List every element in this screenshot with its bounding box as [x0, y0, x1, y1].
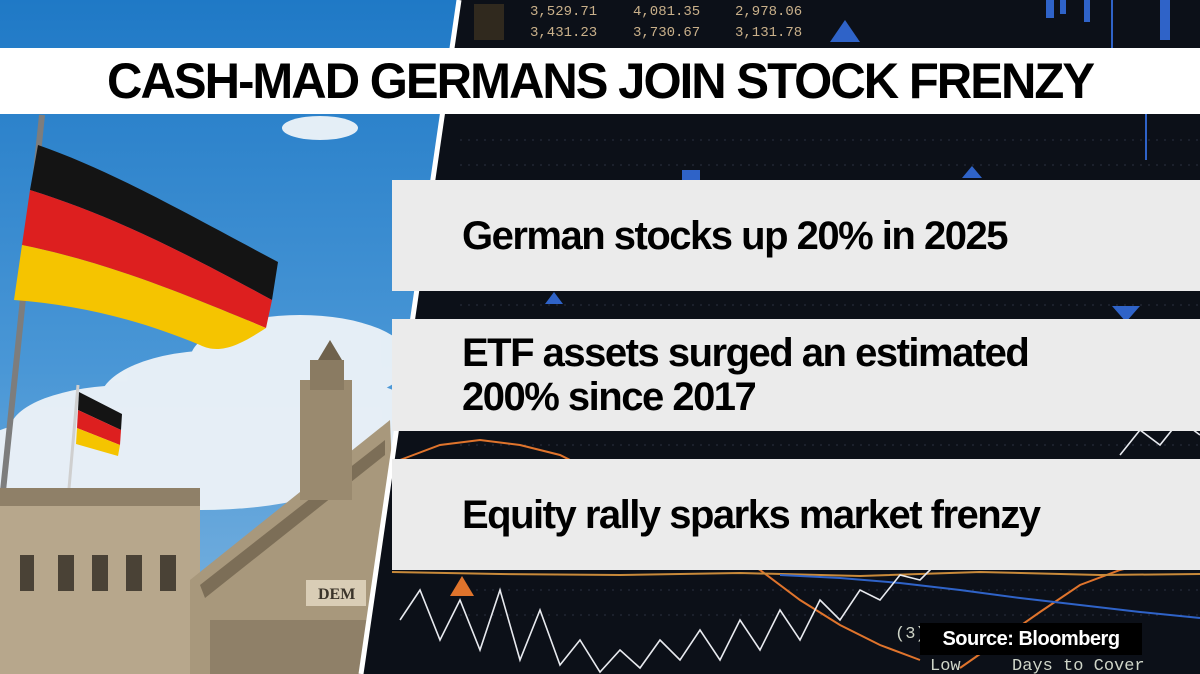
headline: CASH-MAD GERMANS JOIN STOCK FRENZY	[106, 53, 1095, 109]
bullet-box: Equity rally sparks market frenzy	[392, 459, 1200, 570]
bullet-box: German stocks up 20% in 2025	[392, 180, 1200, 291]
reichstag-building: DEM	[0, 340, 400, 674]
ticker-value: 2,978.06	[735, 4, 802, 20]
bullet-text: ETF assets surged an estimated 200% sinc…	[462, 331, 1030, 419]
ticker-value: 3,431.23	[530, 25, 597, 41]
bullet-text: Equity rally sparks market frenzy	[462, 492, 1041, 537]
source-credit: Source: Bloomberg	[920, 623, 1142, 655]
bullet-text: German stocks up 20% in 2025	[462, 213, 1008, 258]
screen-text: Low	[930, 657, 961, 674]
building-inscription: DEM	[318, 586, 355, 603]
headline-bar: CASH-MAD GERMANS JOIN STOCK FRENZY	[0, 48, 1200, 114]
screen-text: Days to Cover	[1012, 657, 1145, 674]
german-flag-icon	[76, 392, 122, 456]
source-text: Source: Bloomberg	[942, 627, 1120, 650]
screen-text: (3)	[895, 625, 926, 644]
up-marker	[830, 20, 860, 42]
ticker-value: 3,529.71	[530, 4, 597, 20]
bullet-box: ETF assets surged an estimated 200% sinc…	[392, 319, 1200, 431]
german-flag-icon	[14, 145, 278, 349]
ticker-value: 3,131.78	[735, 25, 802, 41]
ticker-value: 4,081.35	[633, 4, 700, 20]
ticker-value: 3,730.67	[633, 25, 700, 41]
